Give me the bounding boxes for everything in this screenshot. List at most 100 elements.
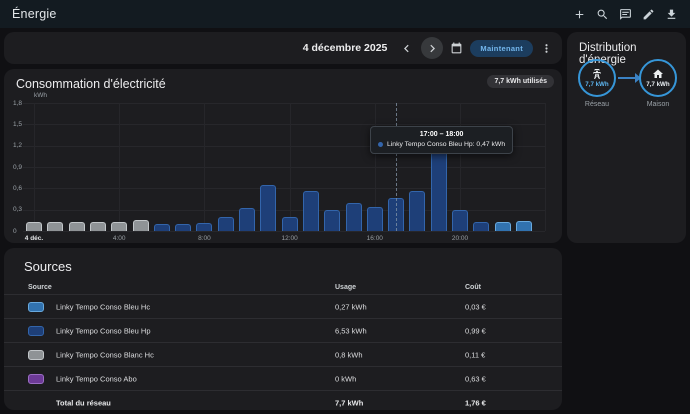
y-axis-tick-label: 1,2 [13,142,22,149]
gridline-vertical [204,103,205,231]
add-icon[interactable] [573,8,586,21]
chart-bar[interactable] [26,222,42,231]
column-usage: Usage [335,284,356,291]
tooltip-time-range: 17:00 – 18:00 [378,131,505,138]
chart-bar[interactable] [324,210,340,231]
source-usage: 0,27 kWh [335,302,367,311]
app-bar: Énergie [0,0,690,28]
source-usage: 0 kWh [335,374,356,383]
table-row[interactable]: Linky Tempo Conso Blanc Hc0,8 kWh0,11 € [4,342,562,366]
chart-bar[interactable] [133,220,149,231]
x-axis-tick-label: 4 déc. [25,235,43,242]
chart-bar[interactable] [196,223,212,231]
chart-bar[interactable] [516,221,532,231]
chart-bar[interactable] [495,222,511,231]
source-usage: 7,7 kWh [335,398,363,407]
chart-bar[interactable] [90,222,106,231]
previous-period-button[interactable] [399,41,414,56]
chevron-left-icon [399,41,414,56]
source-name: Total du réseau [56,398,111,407]
chart-bar[interactable] [473,222,489,231]
assist-icon[interactable] [619,8,632,21]
source-name: Linky Tempo Conso Abo [56,374,137,383]
next-period-button[interactable] [421,37,443,59]
sources-card: Sources Source Usage Coût Linky Tempo Co… [4,248,562,410]
calendar-icon [450,42,463,55]
gridline-vertical [545,103,546,231]
chart-bar[interactable] [367,207,383,231]
chart-bar[interactable] [175,224,191,231]
chart-bar[interactable] [409,191,425,231]
chart-bar[interactable] [303,191,319,231]
dashboard-content: 4 décembre 2025 Maintenant Consommation … [0,28,690,410]
energy-distribution-card: Distribution d'énergie 7,7 kWh 7,7 kWh R… [567,32,686,243]
sources-table-body: Linky Tempo Conso Bleu Hc0,27 kWh0,03 €L… [4,294,562,410]
transmission-tower-icon [591,68,603,80]
home-value: 7,7 kWh [646,81,669,88]
y-axis-tick-label: 0,6 [13,185,22,192]
column-cost: Coût [465,284,481,291]
chart-bar[interactable] [452,210,468,231]
chart-bar[interactable] [218,217,234,231]
date-selector-card: 4 décembre 2025 Maintenant [4,32,562,64]
column-source: Source [28,284,52,291]
source-name: Linky Tempo Conso Bleu Hc [56,302,150,311]
chart-bar[interactable] [282,217,298,231]
gridline-vertical [34,103,35,231]
source-cost: 0,63 € [465,374,486,383]
y-axis-tick-label: 0,9 [13,164,22,171]
y-axis-unit: kWh [34,92,47,99]
gridline-vertical [119,103,120,231]
x-axis-tick-label: 16:00 [367,235,383,242]
sources-title: Sources [24,259,72,274]
main-column: 4 décembre 2025 Maintenant Consommation … [4,32,562,410]
table-row[interactable]: Linky Tempo Conso Abo 0 kWh 0,63 € [4,366,562,390]
y-axis-tick-label: 1,5 [13,121,22,128]
source-color-swatch [28,350,44,360]
x-axis-tick-label: 4:00 [113,235,126,242]
source-cost: 0,99 € [465,326,486,335]
chart-bar[interactable] [47,222,63,231]
x-axis-tick-label: 12:00 [281,235,297,242]
sources-total-row[interactable]: Total du réseau7,7 kWh1,76 € [4,390,562,410]
table-row[interactable]: Linky Tempo Conso Bleu Hp 6,53 kWh 0,99 € [4,318,562,342]
menu-button[interactable] [540,42,553,55]
chevron-right-icon [425,41,440,56]
y-axis-tick-label: 1,8 [13,100,22,107]
chart-bar[interactable] [69,222,85,231]
source-usage: 0,8 kWh [335,350,363,359]
y-axis-tick-label: 0,3 [13,206,22,213]
chart-bar[interactable] [239,208,255,231]
chart-bar[interactable] [111,222,127,231]
edit-icon[interactable] [642,8,655,21]
chart-bar[interactable] [260,185,276,231]
selected-date: 4 décembre 2025 [303,42,388,54]
home-icon [652,68,664,80]
page-title: Énergie [12,7,57,21]
tooltip-value: Linky Tempo Conso Bleu Hp: 0,47 kWh [387,141,505,148]
x-axis-tick-label: 20:00 [452,235,468,242]
home-node[interactable]: 7,7 kWh [639,59,677,97]
now-button[interactable]: Maintenant [470,40,533,57]
table-row[interactable]: Linky Tempo Conso Bleu Hc0,27 kWh0,03 € [4,294,562,318]
chart-bar[interactable] [346,203,362,231]
chart-bar[interactable] [154,224,170,231]
energy-dashboard: Énergie 4 décembre 2025 [0,0,690,414]
source-color-swatch [28,302,44,312]
source-color-swatch [28,374,44,384]
gridline-horizontal [23,103,545,104]
chart-tooltip: 17:00 – 18:00 Linky Tempo Conso Bleu Hp:… [370,126,513,154]
calendar-picker-button[interactable] [450,42,463,55]
grid-node[interactable]: 7,7 kWh [578,59,616,97]
gridline-horizontal [23,167,545,168]
download-icon[interactable] [665,8,678,21]
dots-vertical-icon [540,42,553,55]
source-name: Linky Tempo Conso Bleu Hp [56,326,151,335]
y-axis-tick-label: 0 [13,228,17,235]
source-usage: 6,53 kWh [335,326,367,335]
chart-bar[interactable] [431,148,447,231]
source-cost: 0,11 € [465,350,485,359]
search-icon[interactable] [596,8,609,21]
source-color-swatch [28,326,44,336]
consumption-chart[interactable]: kWh 00,30,60,91,21,51,84 déc.4:008:0012:… [4,69,562,243]
